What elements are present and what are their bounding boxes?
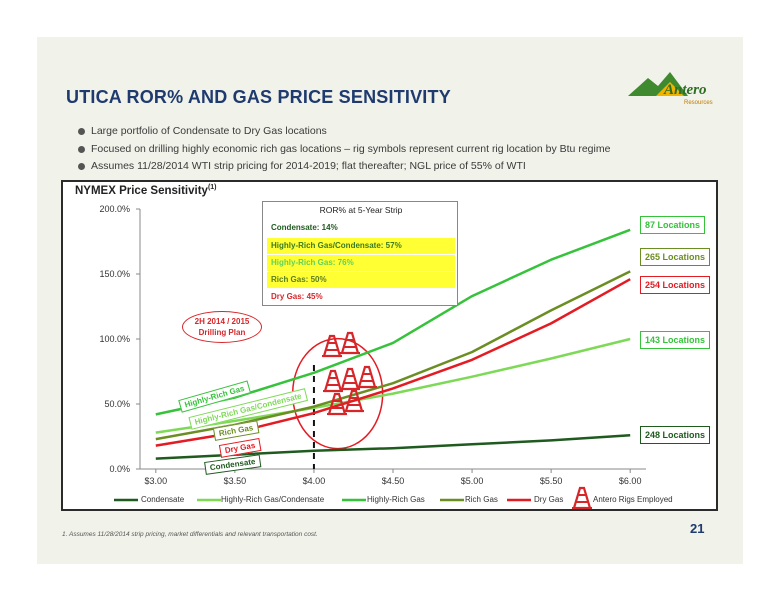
y-tick-label: 0.0% — [109, 464, 130, 474]
oil-rig-icon — [322, 334, 342, 358]
ror-row-dry: Dry Gas: 45% — [271, 292, 323, 301]
page-title: UTICA ROR% AND GAS PRICE SENSITIVITY — [66, 87, 451, 107]
locations-label-dry: 254 Locations — [640, 276, 711, 294]
antero-logo: Antero Resources — [626, 68, 721, 108]
mountain-logo-icon: Antero Resources — [628, 72, 713, 106]
oil-rig-icon — [340, 367, 360, 391]
y-tick-label: 150.0% — [99, 269, 130, 279]
legend-label-rigs: Antero Rigs Employed — [593, 495, 673, 504]
drilling-plan-callout: 2H 2014 / 2015 Drilling Plan — [182, 311, 262, 343]
x-tick-label: $5.00 — [461, 476, 484, 486]
legend-oil-rig-icon — [572, 486, 592, 510]
locations-label-highly-rich-condensate: 143 Locations — [640, 331, 711, 349]
ror-row-highly-rich-condensate: Highly-Rich Gas/Condensate: 57% — [267, 238, 455, 254]
logo-wordmark: Antero — [663, 82, 707, 98]
drilling-plan-line1: 2H 2014 / 2015 — [194, 317, 250, 326]
chart-title: NYMEX Price Sensitivity(1) — [75, 184, 217, 197]
ror-row-highly-rich: Highly-Rich Gas: 76% — [267, 255, 455, 271]
x-tick-label: $6.00 — [619, 476, 642, 486]
logo-subtext: Resources — [684, 100, 713, 106]
y-tick-label: 50.0% — [104, 399, 130, 409]
ror-row-rich: Rich Gas: 50% — [267, 272, 455, 288]
page-number: 21 — [690, 521, 705, 536]
footnote: 1. Assumes 11/28/2014 strip pricing, mar… — [62, 531, 318, 538]
x-tick-label: $4.50 — [382, 476, 405, 486]
drilling-plan-line2: Drilling Plan — [198, 328, 246, 337]
legend-label-rich: Rich Gas — [465, 495, 498, 504]
ror-table: ROR% at 5-Year Strip Condensate: 14% Hig… — [262, 201, 458, 306]
oil-rig-icon — [327, 392, 347, 416]
locations-label-condensate: 248 Locations — [640, 426, 711, 444]
bullet-item: Focused on drilling highly economic rich… — [77, 141, 610, 159]
legend-label-highly-rich-condensate: Highly-Rich Gas/Condensate — [221, 495, 325, 504]
oil-rig-icon — [340, 331, 360, 355]
oil-rig-icon — [323, 369, 343, 393]
legend-label-dry: Dry Gas — [534, 495, 564, 504]
oil-rig-icon — [344, 389, 364, 413]
y-tick-label: 100.0% — [99, 334, 130, 344]
locations-label-rich: 265 Locations — [640, 248, 711, 266]
x-tick-label: $5.50 — [540, 476, 563, 486]
bullet-item: Assumes 11/28/2014 WTI strip pricing for… — [77, 158, 610, 176]
ror-table-header: ROR% at 5-Year Strip — [319, 205, 403, 215]
bullet-list: Large portfolio of Condensate to Dry Gas… — [77, 123, 610, 176]
oil-rig-icon — [357, 365, 377, 389]
locations-label-highly-rich: 87 Locations — [640, 216, 706, 234]
legend-label-highly-rich: Highly-Rich Gas — [367, 495, 425, 504]
x-tick-label: $4.00 — [303, 476, 326, 486]
series-line-highly-rich-gas-condensate — [155, 337, 631, 434]
y-tick-label: 200.0% — [99, 204, 130, 214]
ror-row-condensate: Condensate: 14% — [271, 223, 338, 232]
bullet-item: Large portfolio of Condensate to Dry Gas… — [77, 123, 610, 141]
x-tick-label: $3.50 — [224, 476, 247, 486]
legend-label-condensate: Condensate — [141, 495, 185, 504]
x-tick-label: $3.00 — [145, 476, 168, 486]
